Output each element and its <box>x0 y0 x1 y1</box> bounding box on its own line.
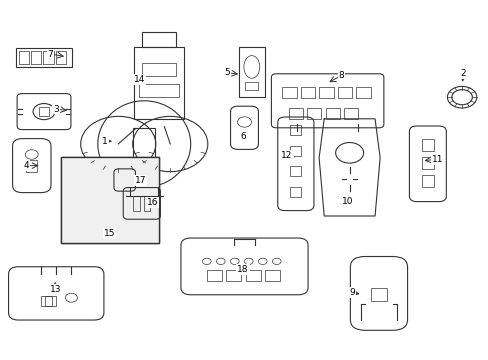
Bar <box>31 51 41 64</box>
Text: 13: 13 <box>49 284 61 294</box>
Bar <box>421 175 433 187</box>
Bar <box>337 87 351 99</box>
Bar <box>39 107 49 116</box>
Bar <box>139 84 178 97</box>
Bar <box>344 108 358 118</box>
Text: 3: 3 <box>53 105 59 114</box>
Bar <box>356 87 370 99</box>
Bar <box>45 296 56 306</box>
Bar <box>56 51 66 64</box>
Text: 8: 8 <box>338 71 344 80</box>
Text: 6: 6 <box>240 132 245 141</box>
Text: 16: 16 <box>146 198 158 207</box>
Bar <box>61 157 159 243</box>
Bar <box>245 270 260 280</box>
Bar <box>142 32 175 47</box>
Text: 14: 14 <box>133 75 145 84</box>
Bar <box>290 187 301 197</box>
Text: 18: 18 <box>237 265 248 274</box>
Bar <box>282 87 296 99</box>
Text: 7: 7 <box>47 50 53 59</box>
Bar <box>19 51 29 64</box>
Text: 15: 15 <box>103 229 115 238</box>
Bar <box>206 270 222 280</box>
Bar <box>16 48 72 67</box>
Text: 1: 1 <box>102 137 108 146</box>
Bar <box>43 51 54 64</box>
Bar <box>245 82 258 90</box>
Bar <box>226 270 241 280</box>
Bar <box>319 87 333 99</box>
Bar <box>300 87 315 99</box>
Bar <box>133 196 140 211</box>
Bar <box>290 125 301 135</box>
Bar <box>239 47 264 97</box>
Bar <box>142 63 175 76</box>
Text: 5: 5 <box>224 68 230 77</box>
Bar <box>61 157 159 243</box>
Text: 12: 12 <box>281 152 292 161</box>
Text: 10: 10 <box>342 197 353 206</box>
Bar <box>41 296 52 306</box>
Bar <box>421 139 433 151</box>
Text: 2: 2 <box>460 69 466 78</box>
Bar <box>143 196 150 211</box>
Bar <box>290 145 301 156</box>
Bar <box>26 160 37 171</box>
Text: 9: 9 <box>348 288 354 297</box>
Bar <box>306 108 321 118</box>
Bar <box>264 270 280 280</box>
Bar <box>325 108 339 118</box>
Text: 4: 4 <box>23 161 29 170</box>
Text: 17: 17 <box>134 176 146 185</box>
Bar <box>288 108 303 118</box>
Bar <box>370 288 386 301</box>
Text: 11: 11 <box>431 155 443 163</box>
Bar <box>133 47 184 119</box>
Bar <box>133 129 155 159</box>
Bar <box>290 166 301 176</box>
Bar <box>421 157 433 169</box>
